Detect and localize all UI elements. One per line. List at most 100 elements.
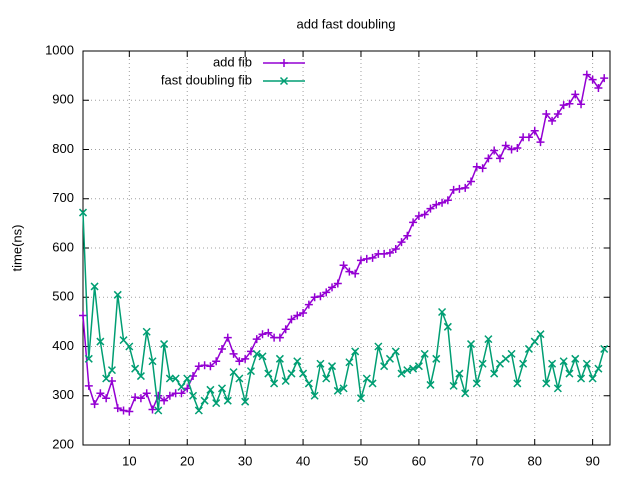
point-marker xyxy=(426,380,435,389)
point-marker xyxy=(119,336,128,345)
point-marker xyxy=(154,391,163,400)
point-marker xyxy=(322,288,331,297)
x-tick-label: 20 xyxy=(180,453,194,468)
point-marker xyxy=(84,354,93,363)
point-marker xyxy=(380,362,389,371)
point-marker xyxy=(113,290,122,299)
point-marker xyxy=(183,374,192,383)
point-marker xyxy=(490,369,499,378)
point-marker xyxy=(501,141,510,150)
point-marker xyxy=(403,366,412,375)
point-marker xyxy=(438,198,447,207)
legend-marker xyxy=(280,59,288,67)
y-tick-label: 600 xyxy=(52,239,74,254)
y-tick-label: 200 xyxy=(52,436,74,451)
point-marker xyxy=(351,347,360,356)
point-marker xyxy=(142,327,151,336)
point-marker xyxy=(420,210,429,219)
point-marker xyxy=(461,183,470,192)
x-tick-label: 40 xyxy=(296,453,310,468)
point-marker xyxy=(385,248,394,257)
point-marker xyxy=(484,154,493,163)
x-tick-label: 90 xyxy=(585,453,599,468)
point-marker xyxy=(252,335,261,344)
point-marker xyxy=(519,359,528,368)
point-marker xyxy=(125,342,134,351)
y-tick-label: 800 xyxy=(52,141,74,156)
point-marker xyxy=(328,283,337,292)
y-tick-label: 1000 xyxy=(45,42,74,57)
point-marker xyxy=(131,393,140,402)
point-marker xyxy=(339,261,348,270)
point-marker xyxy=(414,362,423,371)
point-marker xyxy=(258,330,267,339)
point-marker xyxy=(391,244,400,253)
point-marker xyxy=(507,349,516,358)
point-marker xyxy=(577,100,586,109)
y-tick-label: 900 xyxy=(52,92,74,107)
point-marker xyxy=(270,379,279,388)
point-marker xyxy=(368,253,377,262)
point-marker xyxy=(524,133,533,142)
point-marker xyxy=(206,385,215,394)
point-marker xyxy=(252,349,261,358)
point-marker xyxy=(229,349,238,358)
point-marker xyxy=(432,200,441,209)
point-marker xyxy=(449,381,458,390)
point-marker xyxy=(443,196,452,205)
point-marker xyxy=(432,354,441,363)
point-marker xyxy=(548,359,557,368)
point-marker xyxy=(461,389,470,398)
x-tick-label: 70 xyxy=(470,453,484,468)
point-marker xyxy=(136,372,145,381)
point-marker xyxy=(409,218,418,227)
point-marker xyxy=(217,384,227,393)
point-marker xyxy=(420,349,429,358)
point-marker xyxy=(397,369,406,378)
point-marker xyxy=(495,154,504,163)
point-marker xyxy=(542,379,551,388)
point-marker xyxy=(594,364,603,373)
point-marker xyxy=(333,386,342,395)
point-marker xyxy=(490,146,499,155)
point-marker xyxy=(553,110,562,119)
series-line xyxy=(82,212,605,413)
point-marker xyxy=(565,99,574,108)
point-marker xyxy=(345,267,354,276)
point-marker xyxy=(327,362,337,371)
point-marker xyxy=(304,300,313,309)
point-marker xyxy=(78,208,88,217)
point-marker xyxy=(90,400,99,409)
point-marker xyxy=(96,389,105,398)
point-marker xyxy=(409,364,418,373)
point-marker xyxy=(536,330,545,339)
point-marker xyxy=(571,354,580,363)
point-marker xyxy=(258,352,267,361)
point-marker xyxy=(107,366,116,375)
point-marker xyxy=(414,211,423,220)
x-tick-label: 50 xyxy=(354,453,368,468)
point-marker xyxy=(136,394,145,403)
point-marker xyxy=(113,404,122,413)
y-tick-label: 300 xyxy=(52,387,74,402)
point-marker xyxy=(565,369,574,378)
point-marker xyxy=(438,307,447,317)
point-marker xyxy=(466,340,476,349)
point-marker xyxy=(206,362,215,371)
point-marker xyxy=(90,282,99,291)
point-marker xyxy=(513,379,522,388)
point-marker xyxy=(594,83,603,92)
point-marker xyxy=(524,344,533,353)
point-marker xyxy=(536,138,545,147)
point-marker xyxy=(171,374,180,383)
point-marker xyxy=(281,376,290,386)
point-marker xyxy=(299,369,308,378)
point-marker xyxy=(79,311,87,320)
point-marker xyxy=(542,110,551,119)
point-marker xyxy=(287,315,296,324)
point-marker xyxy=(385,354,394,363)
point-marker xyxy=(530,126,539,135)
point-marker xyxy=(380,249,389,258)
